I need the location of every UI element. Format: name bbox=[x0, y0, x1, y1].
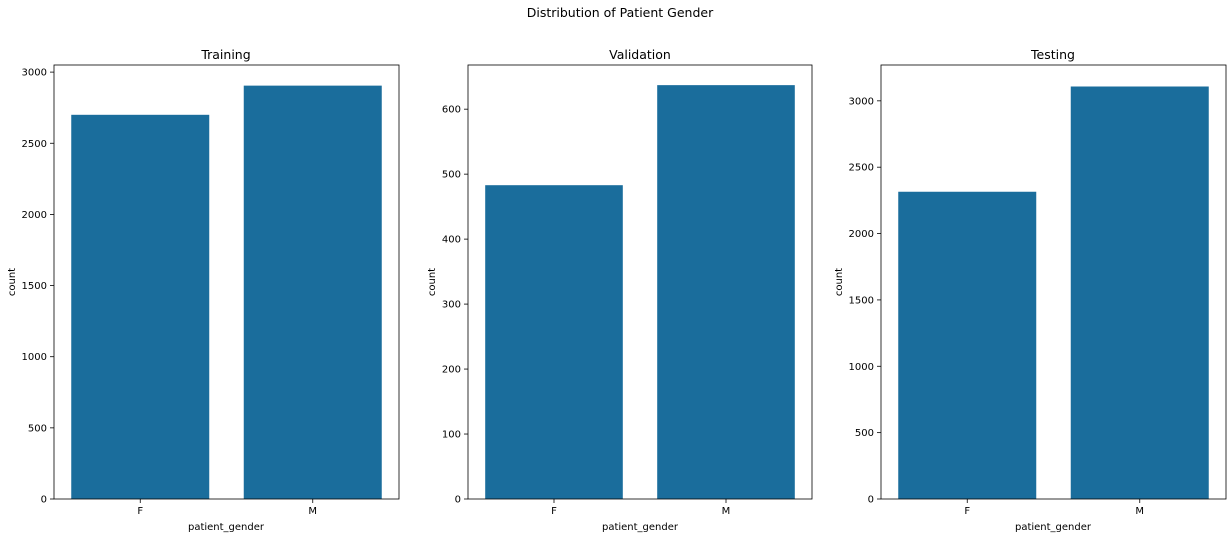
training-ytick-label: 0 bbox=[41, 495, 47, 506]
training-xtick-label: M bbox=[308, 506, 317, 517]
validation-ytick-label: 200 bbox=[442, 365, 461, 376]
training-bar-f bbox=[71, 114, 210, 499]
testing-subplot: Testing patient_gender count 0 500 1000 150… bbox=[834, 47, 1227, 533]
validation-xlabel: patient_gender bbox=[602, 522, 679, 533]
testing-axes-frame bbox=[880, 64, 1227, 500]
training-ytick-label: 3000 bbox=[22, 68, 47, 79]
training-bars bbox=[71, 85, 382, 500]
validation-ytick-label: 0 bbox=[455, 495, 461, 506]
validation-ytick-label: 500 bbox=[442, 170, 461, 181]
training-axes-frame bbox=[53, 64, 400, 500]
training-ytick-label: 1000 bbox=[22, 352, 47, 363]
testing-ytick-label: 500 bbox=[855, 428, 874, 439]
validation-axes-frame bbox=[467, 64, 813, 500]
training-title: Training bbox=[200, 47, 250, 62]
testing-bar-f bbox=[898, 191, 1037, 499]
training-ytick-label: 2500 bbox=[22, 139, 47, 150]
training-xlabel: patient_gender bbox=[188, 522, 265, 533]
testing-ytick-label: 0 bbox=[868, 495, 874, 506]
validation-ytick-label: 300 bbox=[442, 300, 461, 311]
training-yaxis: 0 500 1000 1500 2000 2500 3000 bbox=[22, 68, 54, 506]
training-ytick-label: 500 bbox=[28, 423, 47, 434]
testing-ytick-label: 1500 bbox=[849, 295, 874, 306]
testing-ytick-label: 2000 bbox=[849, 229, 874, 240]
testing-ytick-label: 2500 bbox=[849, 163, 874, 174]
training-ytick-label: 1500 bbox=[22, 281, 47, 292]
validation-ytick-label: 600 bbox=[442, 105, 461, 116]
validation-xtick-label: F bbox=[551, 506, 557, 517]
training-bar-m bbox=[243, 85, 382, 500]
testing-title: Testing bbox=[1030, 47, 1075, 62]
validation-xtick-label: M bbox=[722, 506, 731, 517]
figure-suptitle: Distribution of Patient Gender bbox=[527, 5, 714, 20]
testing-ylabel: count bbox=[834, 268, 845, 296]
testing-bars bbox=[898, 86, 1209, 499]
validation-ytick-label: 100 bbox=[442, 430, 461, 441]
testing-xtick-label: M bbox=[1135, 506, 1144, 517]
testing-ytick-label: 1000 bbox=[849, 362, 874, 373]
training-ytick-label: 2000 bbox=[22, 210, 47, 221]
testing-xtick-label: F bbox=[964, 506, 970, 517]
validation-bar-f bbox=[485, 185, 623, 499]
validation-yaxis: 0 100 200 300 400 500 600 bbox=[442, 105, 468, 506]
testing-yaxis: 0 500 1000 1500 2000 2500 3000 bbox=[849, 96, 881, 506]
training-ylabel: count bbox=[7, 268, 18, 296]
training-xtick-label: F bbox=[137, 506, 143, 517]
validation-title: Validation bbox=[609, 47, 671, 62]
validation-ytick-label: 400 bbox=[442, 235, 461, 246]
validation-bar-m bbox=[657, 85, 795, 499]
training-subplot: Training patient_gender count 0 500 1000 15… bbox=[7, 47, 400, 533]
testing-xlabel: patient_gender bbox=[1015, 522, 1092, 533]
validation-bars bbox=[485, 85, 795, 499]
validation-subplot: Validation patient_gender count 0 100 200 3… bbox=[427, 47, 813, 533]
validation-ylabel: count bbox=[427, 268, 438, 296]
testing-ytick-label: 3000 bbox=[849, 96, 874, 107]
testing-bar-m bbox=[1070, 86, 1209, 499]
